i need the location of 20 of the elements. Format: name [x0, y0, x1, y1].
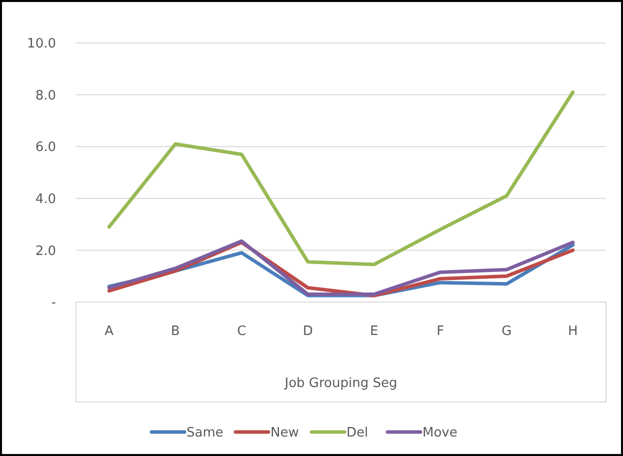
y-tick-label: -: [51, 296, 56, 311]
y-tick-label: 8.0: [35, 88, 56, 104]
x-tick-label: C: [237, 324, 246, 339]
x-tick-label: A: [104, 324, 114, 339]
line-series: [107, 90, 575, 266]
x-tick-label: B: [170, 324, 180, 339]
legend-label: New: [270, 426, 300, 441]
y-tick-label: 2.0: [35, 244, 56, 259]
x-tick-label: H: [568, 324, 578, 339]
y-tick-label: 10.0: [27, 36, 56, 52]
y-tick-label: 4.0: [35, 192, 56, 207]
x-tick-label: G: [502, 324, 512, 339]
legend-label: Del: [346, 426, 368, 441]
x-tick-label: E: [370, 324, 378, 339]
x-tick-label: F: [436, 324, 444, 339]
legend-label: Same: [186, 426, 224, 441]
y-tick-label: 6.0: [35, 140, 56, 156]
x-tick-label: D: [302, 324, 313, 339]
x-axis-title: Job Grouping Seg: [284, 376, 398, 391]
legend-label: Move: [422, 426, 458, 441]
